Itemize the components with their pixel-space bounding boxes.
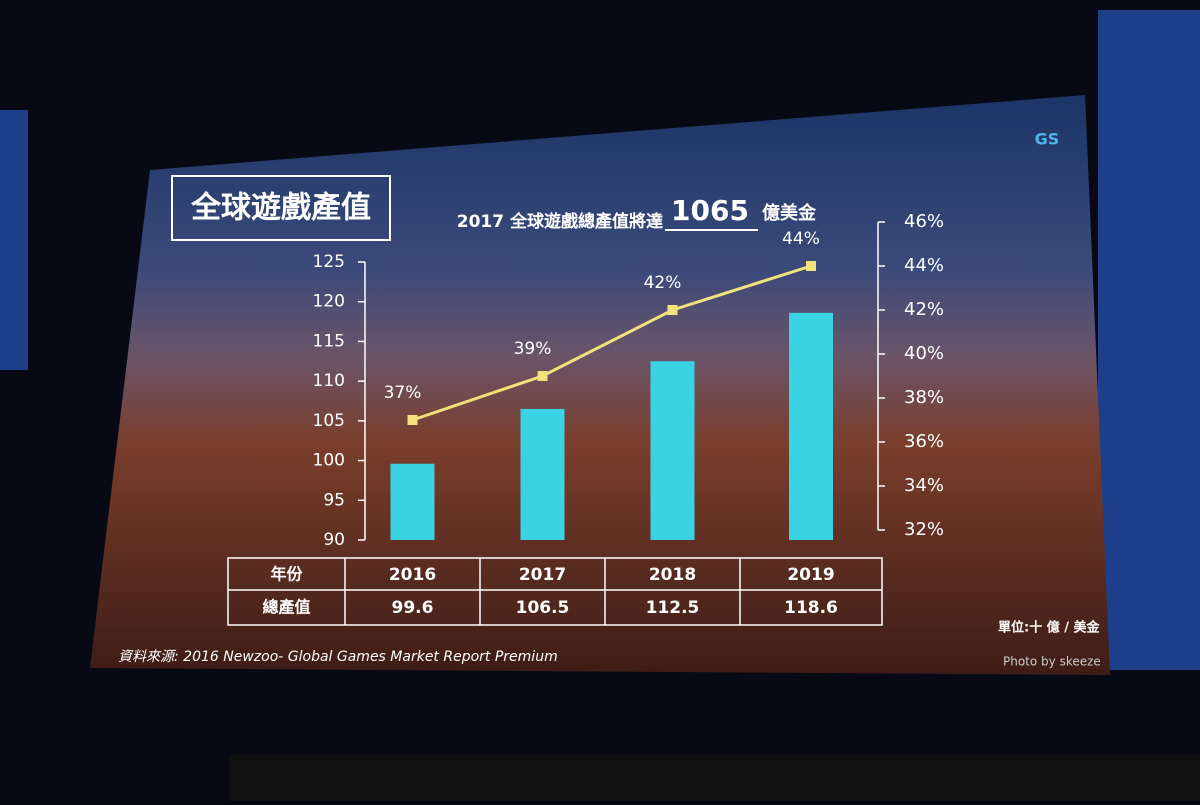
y-tick-label: 125 <box>313 252 345 272</box>
highlight: 1065 <box>671 194 749 227</box>
side-banner <box>0 110 28 370</box>
y-tick-label: 110 <box>313 371 345 391</box>
bar <box>520 408 565 540</box>
y2-tick-label: 38% <box>904 387 944 408</box>
y-tick-label: 115 <box>313 331 345 351</box>
unit-note: 單位:十 億 / 美金 <box>998 620 1101 636</box>
bar <box>789 312 833 540</box>
table-value: 106.5 <box>516 598 570 618</box>
data-label: 44% <box>782 229 820 249</box>
row-header: 年份 <box>270 565 303 584</box>
table-value: 112.5 <box>646 598 700 618</box>
point <box>667 305 678 315</box>
side-banner <box>1098 10 1200 670</box>
y2-tick-label: 36% <box>904 431 944 452</box>
y-tick-label: 120 <box>313 292 345 312</box>
title-box <box>171 175 391 241</box>
data-label: 37% <box>384 383 422 403</box>
x-tick-label: 2017 <box>519 565 566 585</box>
y-tick-label: 95 <box>323 490 345 510</box>
chart-title: 全球遊戲產值 <box>190 191 371 226</box>
x-tick-label: 2016 <box>389 565 436 585</box>
table-value: 99.6 <box>392 598 434 618</box>
data-label: 42% <box>644 273 682 293</box>
line <box>412 264 812 422</box>
credit: Photo by skeeze <box>1003 655 1101 669</box>
y2-tick-label: 32% <box>904 519 944 540</box>
logo: GS <box>1035 130 1060 149</box>
slide <box>90 95 1110 675</box>
stage-monitor <box>230 755 1200 801</box>
data-label: 39% <box>514 339 552 359</box>
y2-tick-label: 40% <box>904 343 944 364</box>
point <box>407 415 418 425</box>
point <box>537 371 548 381</box>
point <box>806 261 816 271</box>
table <box>227 557 883 626</box>
bar <box>650 361 695 540</box>
subtitle-unit: 億美金 <box>762 202 817 224</box>
source: 資料來源: 2016 Newzoo- Global Games Market R… <box>118 649 558 665</box>
table-value: 118.6 <box>784 598 838 618</box>
y2-tick-label: 44% <box>904 255 944 276</box>
x-tick-label: 2019 <box>787 565 834 585</box>
y-tick-label: 105 <box>313 411 345 431</box>
subtitle: 2017 全球遊戲總產值將達 <box>457 211 663 232</box>
y-tick-label: 90 <box>323 530 345 550</box>
row-header: 總產值 <box>262 598 310 617</box>
y2-tick-label: 42% <box>904 299 944 320</box>
y2-tick-label: 34% <box>904 475 944 496</box>
x-tick-label: 2018 <box>649 565 696 585</box>
bar <box>390 463 435 540</box>
y2-tick-label: 46% <box>904 211 944 232</box>
y-tick-label: 100 <box>313 451 345 471</box>
